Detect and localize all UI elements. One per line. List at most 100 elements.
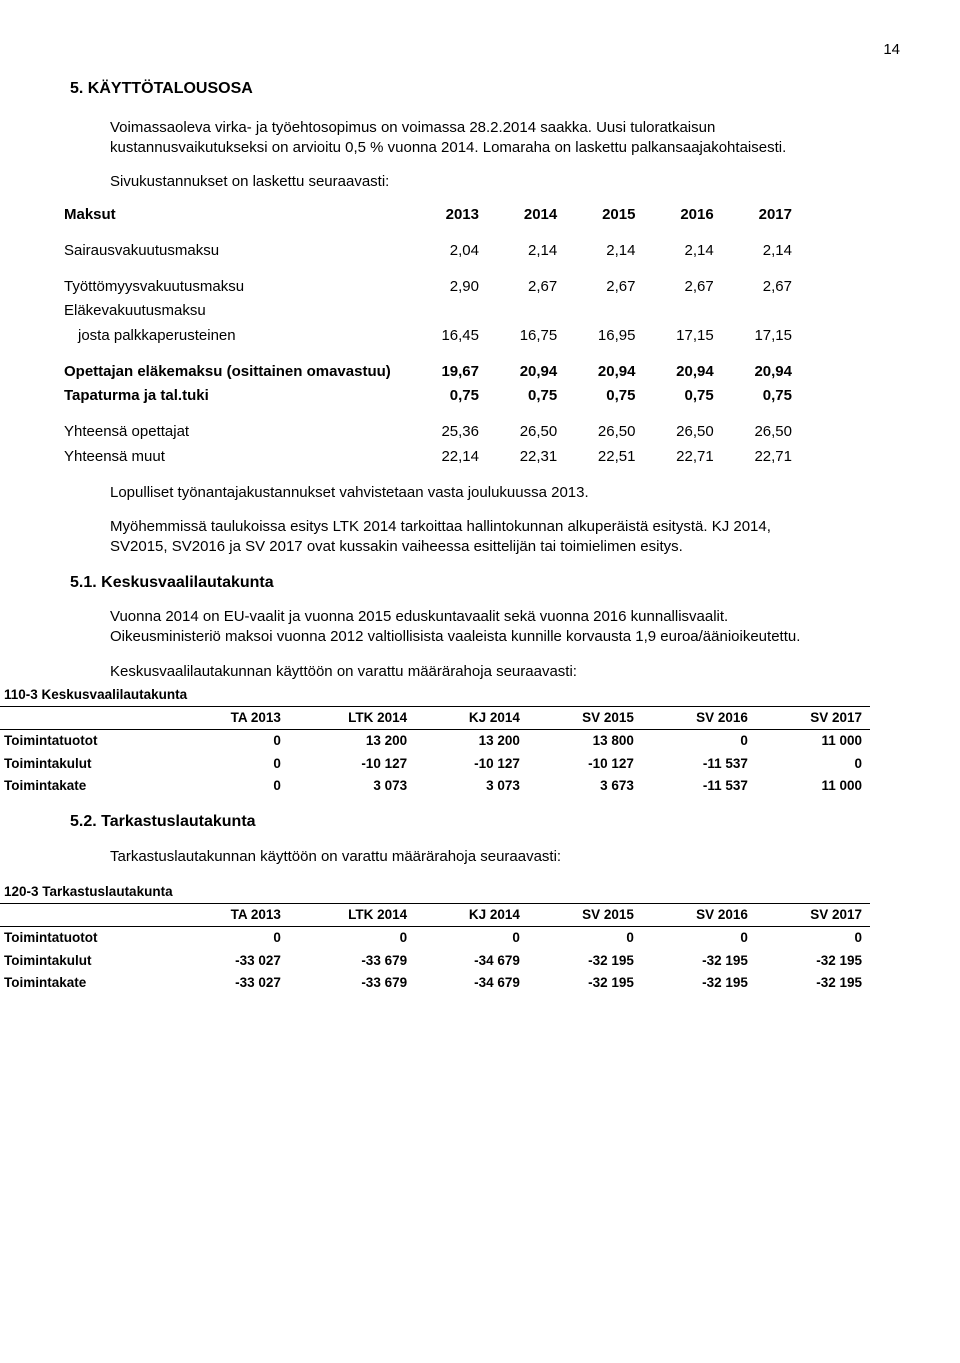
paragraph-lopulliset: Lopulliset työnantajakustannukset vahvis… <box>110 483 810 503</box>
fin-table-120: 120-3 TarkastuslautakuntaTA 2013LTK 2014… <box>0 881 870 994</box>
maksut-row-label: Opettajan eläkemaksu (osittainen omavast… <box>60 360 409 384</box>
fin-col-header: TA 2013 <box>177 707 288 730</box>
maksut-cell: 20,94 <box>565 360 643 384</box>
maksut-year-header: 2016 <box>643 203 721 227</box>
maksut-cell: 22,51 <box>565 445 643 469</box>
fin-cell: 0 <box>642 730 756 753</box>
maksut-cell: 22,71 <box>722 445 800 469</box>
fin-section-title: 120-3 Tarkastuslautakunta <box>0 881 415 904</box>
fin-col-header: TA 2013 <box>177 904 288 927</box>
fin-cell: 11 000 <box>756 775 870 797</box>
maksut-cell <box>722 299 800 323</box>
fin-cell: -32 195 <box>642 972 756 994</box>
maksut-cell: 17,15 <box>643 324 721 348</box>
fin-table-110: 110-3 KeskusvaalilautakuntaTA 2013LTK 20… <box>0 684 870 797</box>
maksut-cell: 26,50 <box>643 420 721 444</box>
maksut-row-label: Eläkevakuutusmaksu <box>60 299 409 323</box>
paragraph-myohemmissa: Myöhemmissä taulukoissa esitys LTK 2014 … <box>110 517 810 558</box>
fin-cell: 0 <box>177 927 288 950</box>
fin-cell: -32 195 <box>756 972 870 994</box>
fin-cell: -33 679 <box>289 950 415 972</box>
fin-cell: 0 <box>177 753 288 775</box>
fin-cell: -33 027 <box>177 950 288 972</box>
fin-cell: 0 <box>415 927 528 950</box>
maksut-cell: 2,67 <box>565 275 643 299</box>
maksut-cell: 22,14 <box>409 445 487 469</box>
maksut-year-header: 2014 <box>487 203 565 227</box>
fin-cell: 0 <box>289 927 415 950</box>
heading-511: 5.1. Keskusvaalilautakunta <box>70 572 900 594</box>
fin-cell: 3 073 <box>289 775 415 797</box>
fin-col-header: LTK 2014 <box>289 707 415 730</box>
fin-col-header: SV 2017 <box>756 707 870 730</box>
fin-section-title: 110-3 Keskusvaalilautakunta <box>0 684 415 707</box>
fin-cell: -10 127 <box>415 753 528 775</box>
fin-row-label: Toimintatuotot <box>0 927 177 950</box>
fin-col-header: SV 2017 <box>756 904 870 927</box>
fin-cell: 0 <box>177 775 288 797</box>
heading-52: 5.2. Tarkastuslautakunta <box>70 811 900 833</box>
heading-kayttotalousosa: 5. KÄYTTÖTALOUSOSA <box>70 78 900 100</box>
maksut-cell: 2,67 <box>643 275 721 299</box>
paragraph-511a: Vuonna 2014 on EU-vaalit ja vuonna 2015 … <box>110 607 810 648</box>
maksut-cell: 16,45 <box>409 324 487 348</box>
fin-row-label: Toimintakulut <box>0 753 177 775</box>
fin-row-label: Toimintakate <box>0 972 177 994</box>
maksut-cell: 2,04 <box>409 239 487 263</box>
fin-row-label: Toimintakulut <box>0 950 177 972</box>
fin-col-header: SV 2016 <box>642 707 756 730</box>
fin-cell: -34 679 <box>415 950 528 972</box>
maksut-cell: 2,14 <box>643 239 721 263</box>
maksut-cell: 20,94 <box>722 360 800 384</box>
paragraph-511b: Keskusvaalilautakunnan käyttöön on varat… <box>110 662 810 682</box>
maksut-cell: 2,14 <box>487 239 565 263</box>
fin-cell: 11 000 <box>756 730 870 753</box>
maksut-cell <box>565 299 643 323</box>
fin-cell: 0 <box>756 927 870 950</box>
maksut-cell: 2,67 <box>722 275 800 299</box>
maksut-cell: 16,95 <box>565 324 643 348</box>
fin-cell: -33 027 <box>177 972 288 994</box>
fin-table-120-body: 120-3 TarkastuslautakuntaTA 2013LTK 2014… <box>0 881 870 994</box>
maksut-year-header: 2017 <box>722 203 800 227</box>
fin-cell: -10 127 <box>289 753 415 775</box>
fin-row-label: Toimintakate <box>0 775 177 797</box>
maksut-cell: 0,75 <box>565 384 643 408</box>
maksut-table: Maksut20132014201520162017Sairausvakuutu… <box>60 203 800 469</box>
fin-table-110-body: 110-3 KeskusvaalilautakuntaTA 2013LTK 20… <box>0 684 870 797</box>
maksut-cell: 25,36 <box>409 420 487 444</box>
fin-cell: 13 200 <box>289 730 415 753</box>
paragraph-52: Tarkastuslautakunnan käyttöön on varattu… <box>110 847 810 867</box>
maksut-cell: 20,94 <box>643 360 721 384</box>
fin-cell: -10 127 <box>528 753 642 775</box>
maksut-row-label: Yhteensä opettajat <box>60 420 409 444</box>
fin-col-header: KJ 2014 <box>415 904 528 927</box>
fin-col-header: SV 2015 <box>528 904 642 927</box>
fin-cell: -11 537 <box>642 775 756 797</box>
maksut-row-label: Työttömyysvakuutusmaksu <box>60 275 409 299</box>
maksut-tbody: Maksut20132014201520162017Sairausvakuutu… <box>60 203 800 469</box>
maksut-cell: 2,14 <box>565 239 643 263</box>
maksut-cell: 16,75 <box>487 324 565 348</box>
fin-cell: 0 <box>642 927 756 950</box>
fin-col-header: LTK 2014 <box>289 904 415 927</box>
maksut-year-header: 2015 <box>565 203 643 227</box>
intro-paragraph-2: Sivukustannukset on laskettu seuraavasti… <box>110 172 810 192</box>
maksut-cell: 20,94 <box>487 360 565 384</box>
maksut-cell: 19,67 <box>409 360 487 384</box>
fin-cell: 0 <box>756 753 870 775</box>
fin-cell: -32 195 <box>756 950 870 972</box>
maksut-cell: 0,75 <box>487 384 565 408</box>
maksut-cell <box>409 299 487 323</box>
maksut-cell: 2,90 <box>409 275 487 299</box>
fin-row-label: Toimintatuotot <box>0 730 177 753</box>
fin-cell: -32 195 <box>528 950 642 972</box>
fin-cell: 0 <box>528 927 642 950</box>
maksut-header-label: Maksut <box>60 203 409 227</box>
maksut-cell: 2,67 <box>487 275 565 299</box>
fin-cell: -34 679 <box>415 972 528 994</box>
fin-col-header: SV 2015 <box>528 707 642 730</box>
maksut-row-label: Yhteensä muut <box>60 445 409 469</box>
maksut-cell: 17,15 <box>722 324 800 348</box>
fin-cell: 0 <box>177 730 288 753</box>
